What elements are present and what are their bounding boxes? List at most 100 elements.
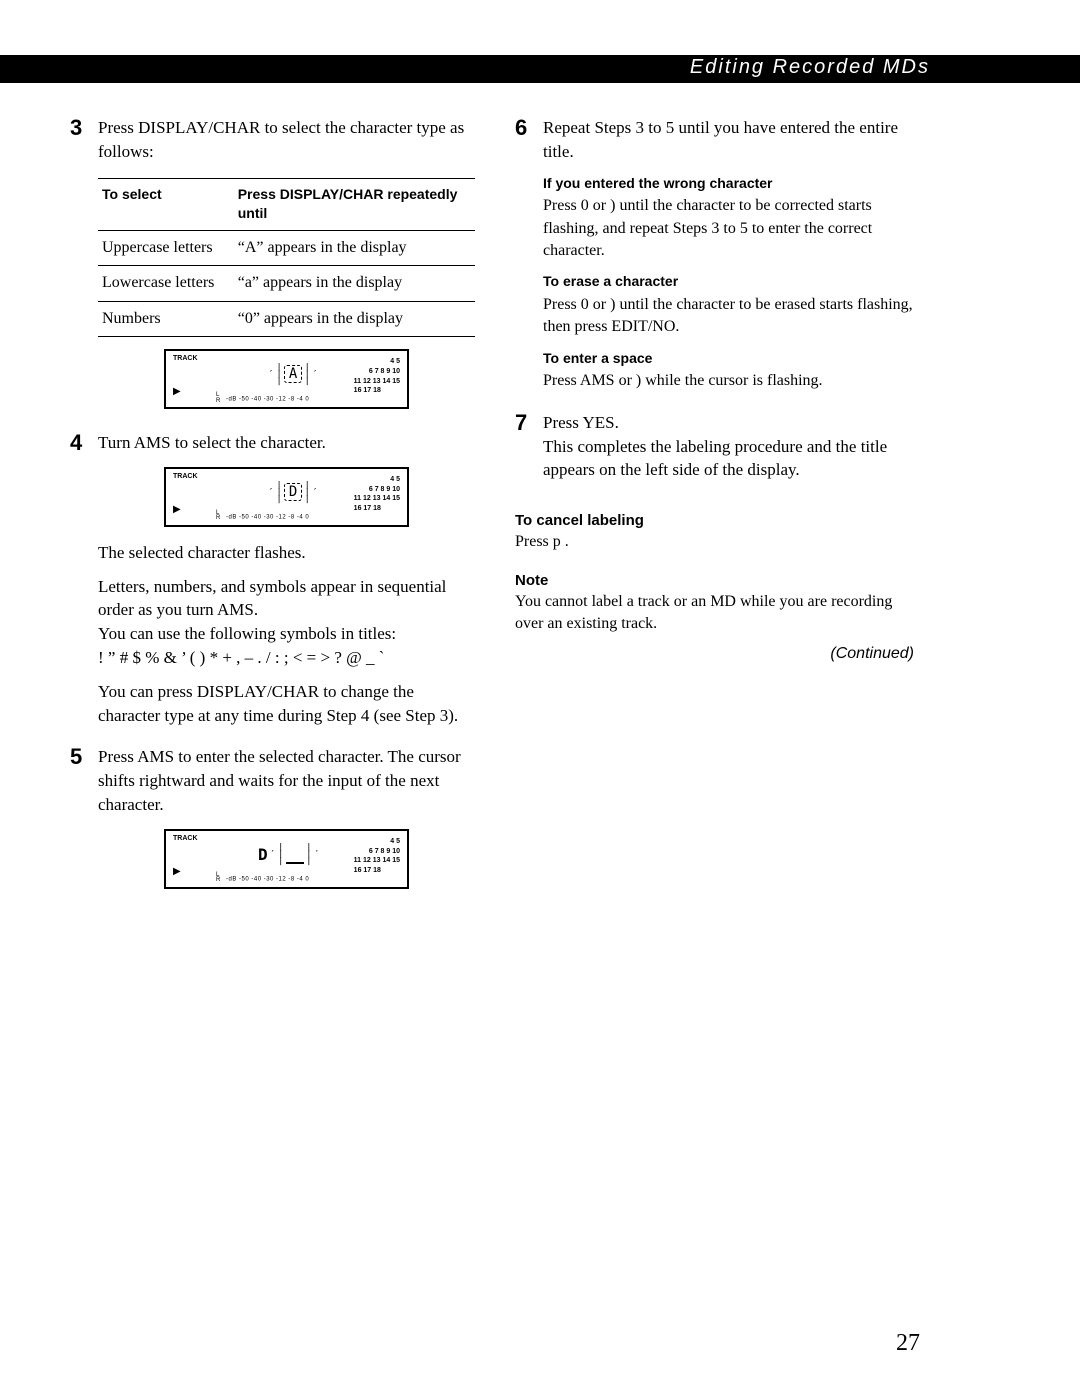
grid-row: 16 17 18	[354, 504, 400, 514]
lcd-char: D	[284, 483, 302, 501]
step-number: 4	[70, 431, 98, 737]
lcd-track-label: TRACK	[173, 354, 198, 364]
lcd-char-display: ′ ❘ ❘ ❘ D ❘ ❘ ❘ ′	[268, 482, 318, 503]
cancel-text: Press p .	[515, 531, 920, 553]
grid-row: 6 7 8 9 10	[354, 485, 400, 495]
lcd-track-label: TRACK	[173, 472, 198, 482]
tick-icon: ′	[270, 851, 276, 858]
step-3: 3 Press DISPLAY/CHAR to select the chara…	[70, 116, 475, 423]
grid-row: 11 12 13 14 15	[354, 494, 400, 504]
tick-icon: ❘ ❘ ❘	[306, 844, 312, 865]
step-text: Repeat Steps 3 to 5 until you have enter…	[543, 116, 920, 164]
play-icon: ▶	[173, 865, 181, 879]
step-number: 7	[515, 411, 543, 492]
lcd-char: A	[284, 365, 302, 383]
continued-label: (Continued)	[515, 645, 914, 663]
tick-icon: ′	[312, 371, 318, 378]
table-cell: “a” appears in the display	[234, 266, 475, 301]
tick-icon: ❘ ❘ ❘	[304, 482, 310, 503]
step-text: Letters, numbers, and symbols appear in …	[98, 575, 475, 623]
table-row: Uppercase letters “A” appears in the dis…	[98, 230, 475, 265]
content-columns: 3 Press DISPLAY/CHAR to select the chara…	[70, 116, 920, 911]
step-text: This completes the labeling procedure an…	[543, 435, 920, 483]
tick-icon: ❘ ❘ ❘	[278, 844, 284, 865]
lcd-level-meter: L R -dB -50 -40 -30 -12 -8 -4 0	[216, 873, 309, 884]
table-cell: “0” appears in the display	[234, 301, 475, 336]
symbols-list: ! ” # $ % & ’ ( ) * + , – . / : ; < = > …	[98, 646, 475, 670]
section-title: Editing Recorded MDs	[690, 56, 930, 79]
tick-icon: ′	[314, 851, 320, 858]
lcd-cursor	[286, 846, 304, 864]
table-row: Numbers “0” appears in the display	[98, 301, 475, 336]
table-header: Press DISPLAY/CHAR repeatedly until	[234, 178, 475, 230]
grid-row: 4 5	[354, 837, 400, 847]
sub-heading: To erase a character	[543, 272, 920, 292]
step-text: The selected character flashes.	[98, 541, 475, 565]
tick-icon: ❘ ❘ ❘	[276, 364, 282, 385]
grid-row: 4 5	[354, 475, 400, 485]
step-4: 4 Turn AMS to select the character. TRAC…	[70, 431, 475, 737]
sub-text: Press AMS or ) while the cursor is flash…	[543, 370, 920, 392]
tick-icon: ′	[312, 489, 318, 496]
lcd-panel-3: TRACK ▶ ′ ❘ ❘ ❘ A ❘ ❘ ❘ ′ 4 5 6 7 8 9 10…	[164, 349, 409, 409]
sub-heading: If you entered the wrong character	[543, 174, 920, 194]
tick-icon: ❘ ❘ ❘	[304, 364, 310, 385]
step-body: Press YES. This completes the labeling p…	[543, 411, 920, 492]
note-block: Note You cannot label a track or an MD w…	[515, 572, 920, 636]
step-text: Press DISPLAY/CHAR to select the charact…	[98, 116, 475, 164]
step-text: Press YES.	[543, 411, 920, 435]
lcd-level-meter: L R -dB -50 -40 -30 -12 -8 -4 0	[216, 511, 309, 522]
lcd-track-grid: 4 5 6 7 8 9 10 11 12 13 14 15 16 17 18	[354, 357, 400, 396]
sub-heading: To enter a space	[543, 349, 920, 369]
char-type-table: To select Press DISPLAY/CHAR repeatedly …	[98, 178, 475, 337]
lcd-panel-4: TRACK ▶ ′ ❘ ❘ ❘ D ❘ ❘ ❘ ′ 4 5 6 7 8 9 10…	[164, 467, 409, 527]
grid-row: 16 17 18	[354, 386, 400, 396]
table-cell: Numbers	[98, 301, 234, 336]
step-5: 5 Press AMS to enter the selected charac…	[70, 745, 475, 902]
step-text: You can press DISPLAY/CHAR to change the…	[98, 680, 475, 728]
step-text: Press AMS to enter the selected characte…	[98, 745, 475, 816]
step-text: You can use the following symbols in tit…	[98, 622, 475, 646]
grid-row: 11 12 13 14 15	[354, 377, 400, 387]
tick-icon: ❘ ❘ ❘	[276, 482, 282, 503]
grid-row: 16 17 18	[354, 866, 400, 876]
step-number: 6	[515, 116, 543, 403]
table-header: To select	[98, 178, 234, 230]
meter-scale: -dB -50 -40 -30 -12 -8 -4 0	[226, 514, 309, 520]
grid-row: 6 7 8 9 10	[354, 367, 400, 377]
cancel-block: To cancel labeling Press p .	[515, 512, 920, 553]
meter-scale: -dB -50 -40 -30 -12 -8 -4 0	[226, 876, 309, 882]
lcd-track-label: TRACK	[173, 834, 198, 844]
note-heading: Note	[515, 572, 920, 589]
meter-lr: L R	[216, 511, 221, 522]
play-icon: ▶	[173, 385, 181, 399]
right-column: 6 Repeat Steps 3 to 5 until you have ent…	[515, 116, 920, 911]
page-number: 27	[896, 1330, 920, 1357]
step-body: Press AMS to enter the selected characte…	[98, 745, 475, 902]
step-number: 5	[70, 745, 98, 902]
meter-lr: L R	[216, 393, 221, 404]
lcd-panel-5: TRACK ▶ D ′ ❘ ❘ ❘ ❘ ❘ ❘ ′ 4 5 6 7 8 9 10	[164, 829, 409, 889]
lcd-char-display: D ′ ❘ ❘ ❘ ❘ ❘ ❘ ′	[258, 844, 320, 866]
sub-text: Press 0 or ) until the character to be c…	[543, 195, 920, 262]
lcd-track-grid: 4 5 6 7 8 9 10 11 12 13 14 15 16 17 18	[354, 475, 400, 514]
step-body: Repeat Steps 3 to 5 until you have enter…	[543, 116, 920, 403]
table-row: Lowercase letters “a” appears in the dis…	[98, 266, 475, 301]
table-cell: Uppercase letters	[98, 230, 234, 265]
tick-icon: ′	[268, 489, 274, 496]
step-6: 6 Repeat Steps 3 to 5 until you have ent…	[515, 116, 920, 403]
table-cell: “A” appears in the display	[234, 230, 475, 265]
meter-lr: L R	[216, 873, 221, 884]
lcd-char-display: ′ ❘ ❘ ❘ A ❘ ❘ ❘ ′	[268, 364, 318, 385]
grid-row: 11 12 13 14 15	[354, 856, 400, 866]
step-body: Press DISPLAY/CHAR to select the charact…	[98, 116, 475, 423]
sub-text: Press 0 or ) until the character to be e…	[543, 294, 920, 339]
lcd-level-meter: L R -dB -50 -40 -30 -12 -8 -4 0	[216, 393, 309, 404]
left-column: 3 Press DISPLAY/CHAR to select the chara…	[70, 116, 475, 911]
note-text: You cannot label a track or an MD while …	[515, 591, 920, 636]
grid-row: 6 7 8 9 10	[354, 847, 400, 857]
play-icon: ▶	[173, 503, 181, 517]
meter-scale: -dB -50 -40 -30 -12 -8 -4 0	[226, 397, 309, 403]
step-number: 3	[70, 116, 98, 423]
tick-icon: ′	[268, 371, 274, 378]
